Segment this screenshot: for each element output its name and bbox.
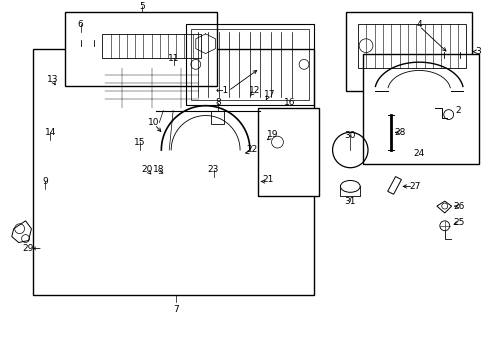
Text: 29←: 29← <box>22 244 41 253</box>
Bar <box>65 12 217 86</box>
Text: 7: 7 <box>173 305 179 314</box>
Text: 10: 10 <box>147 118 159 127</box>
Text: 20: 20 <box>141 165 152 174</box>
Bar <box>362 54 478 164</box>
Text: 5: 5 <box>139 2 144 11</box>
Text: 24: 24 <box>413 149 424 158</box>
Bar <box>357 24 466 68</box>
Text: 4: 4 <box>415 19 421 28</box>
Text: 28: 28 <box>394 128 406 137</box>
Bar <box>102 34 200 58</box>
Text: 13: 13 <box>47 75 59 84</box>
Text: 23: 23 <box>207 165 219 174</box>
Text: 6: 6 <box>78 19 83 28</box>
Text: 19: 19 <box>266 130 278 139</box>
Text: 14: 14 <box>44 128 56 137</box>
Text: 30: 30 <box>344 131 355 140</box>
Text: 21: 21 <box>262 175 273 184</box>
Text: 8: 8 <box>215 98 221 107</box>
Text: 27: 27 <box>409 182 420 191</box>
Text: 12: 12 <box>248 86 260 95</box>
Text: 25: 25 <box>453 218 464 227</box>
Bar <box>210 111 224 125</box>
Text: 31: 31 <box>344 197 355 206</box>
Text: 11: 11 <box>168 54 180 63</box>
Text: ←1: ←1 <box>215 86 228 95</box>
Text: 3: 3 <box>474 47 480 56</box>
Bar <box>346 12 471 91</box>
Bar <box>190 29 308 100</box>
Text: 9: 9 <box>42 177 48 186</box>
Bar <box>257 108 318 196</box>
Text: 26: 26 <box>453 202 464 211</box>
Bar <box>33 49 313 294</box>
Text: 17: 17 <box>264 90 275 99</box>
Text: 2: 2 <box>455 106 460 115</box>
Bar <box>185 24 313 105</box>
Text: 15: 15 <box>134 138 145 147</box>
Text: 16: 16 <box>283 98 294 107</box>
Text: 18: 18 <box>152 165 164 174</box>
Text: 22: 22 <box>246 145 257 154</box>
